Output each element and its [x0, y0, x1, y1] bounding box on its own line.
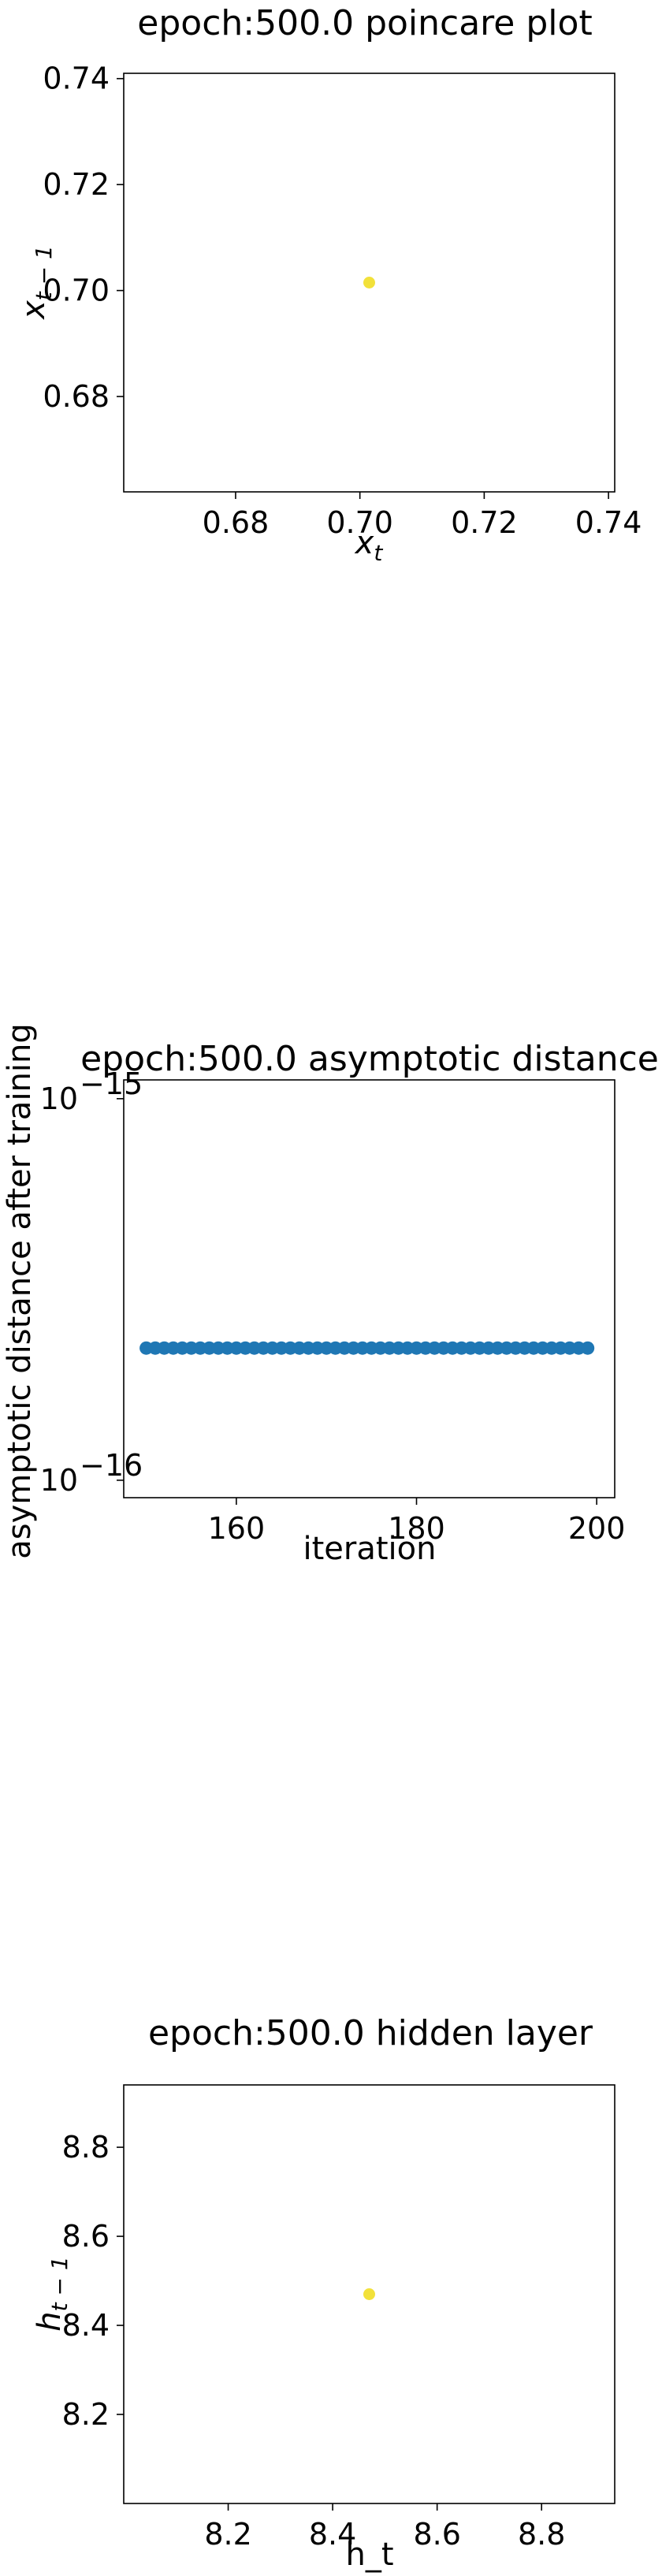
poincare-plot-y-label: xt − 1 — [16, 245, 57, 321]
asymptotic-distance-chart: epoch:500.0 asymptotic distance 160 180 20… — [2, 1023, 659, 1567]
asymptotic-distance-y-label: asymptotic distance after training — [2, 1023, 38, 1559]
y-tick-label: 0.74 — [43, 61, 110, 96]
hidden-layer-frame — [123, 2084, 616, 2504]
x-tick-label: 0.68 — [203, 505, 270, 540]
poincare-plot-y-ticks: 0.68 0.70 0.72 0.74 — [43, 61, 124, 414]
y-tick-label: 10 — [40, 1463, 78, 1498]
x-tick-label: 8.2 — [204, 2517, 251, 2552]
poincare-plot-chart: epoch:500.0 poincare plot 0.68 0.70 0.72 0.… — [16, 3, 642, 566]
hidden-layer-y-ticks: 8.2 8.4 8.6 8.8 — [62, 2130, 124, 2432]
data-point — [581, 1341, 595, 1355]
x-tick-label: 8.8 — [518, 2517, 565, 2552]
y-tick-label: 8.8 — [62, 2130, 110, 2165]
y-tick-label: 8.2 — [62, 2397, 110, 2432]
x-tick-label: 0.74 — [575, 505, 642, 540]
y-tick-label: 0.68 — [43, 379, 110, 414]
hidden-layer-title: epoch:500.0 hidden layer — [148, 2013, 593, 2053]
poincare-plot-frame — [123, 73, 616, 493]
data-point — [363, 2288, 375, 2300]
poincare-plot-x-label: xt — [354, 525, 384, 566]
y-tick-exponent: −15 — [80, 1067, 143, 1101]
asymptotic-distance-frame — [123, 1079, 616, 1498]
y-tick-base: 10 — [40, 1463, 78, 1498]
poincare-plot-title: epoch:500.0 poincare plot — [137, 3, 592, 43]
asymptotic-distance-x-label: iteration — [303, 1531, 437, 1567]
hidden-layer-x-label: h_t — [345, 2537, 393, 2573]
x-tick-label: 180 — [388, 1511, 445, 1546]
poincare-plot-points — [363, 277, 375, 288]
x-tick-label: 0.70 — [326, 505, 393, 540]
x-tick-label: 8.4 — [309, 2517, 356, 2552]
x-tick-label: 0.72 — [451, 505, 518, 540]
hidden-layer-x-ticks: 8.2 8.4 8.6 8.8 — [204, 2503, 565, 2552]
x-tick-label: 160 — [208, 1511, 266, 1546]
y-tick-label: 0.72 — [43, 167, 110, 202]
asymptotic-distance-x-ticks: 160 180 200 — [208, 1498, 626, 1546]
y-tick-label: 8.6 — [62, 2219, 110, 2254]
hidden-layer-chart: epoch:500.0 hidden layer 8.2 8.4 8.6 8.8 8.… — [32, 2013, 616, 2573]
poincare-plot-x-ticks: 0.68 0.70 0.72 0.74 — [203, 492, 642, 540]
y-tick-exponent: −16 — [80, 1448, 143, 1483]
x-tick-label: 8.6 — [413, 2517, 460, 2552]
y-tick-label: 10 — [40, 1081, 78, 1116]
hidden-layer-y-label: ht − 1 — [32, 2256, 73, 2331]
x-tick-label: 200 — [568, 1511, 626, 1546]
data-point — [363, 277, 375, 288]
asymptotic-distance-title: epoch:500.0 asymptotic distance — [80, 1039, 659, 1079]
hidden-layer-points — [363, 2288, 375, 2300]
y-tick-label: 0.70 — [43, 274, 110, 308]
y-tick-label: 8.4 — [62, 2308, 110, 2343]
y-tick-base: 10 — [40, 1081, 78, 1116]
asymptotic-distance-points — [139, 1341, 595, 1355]
